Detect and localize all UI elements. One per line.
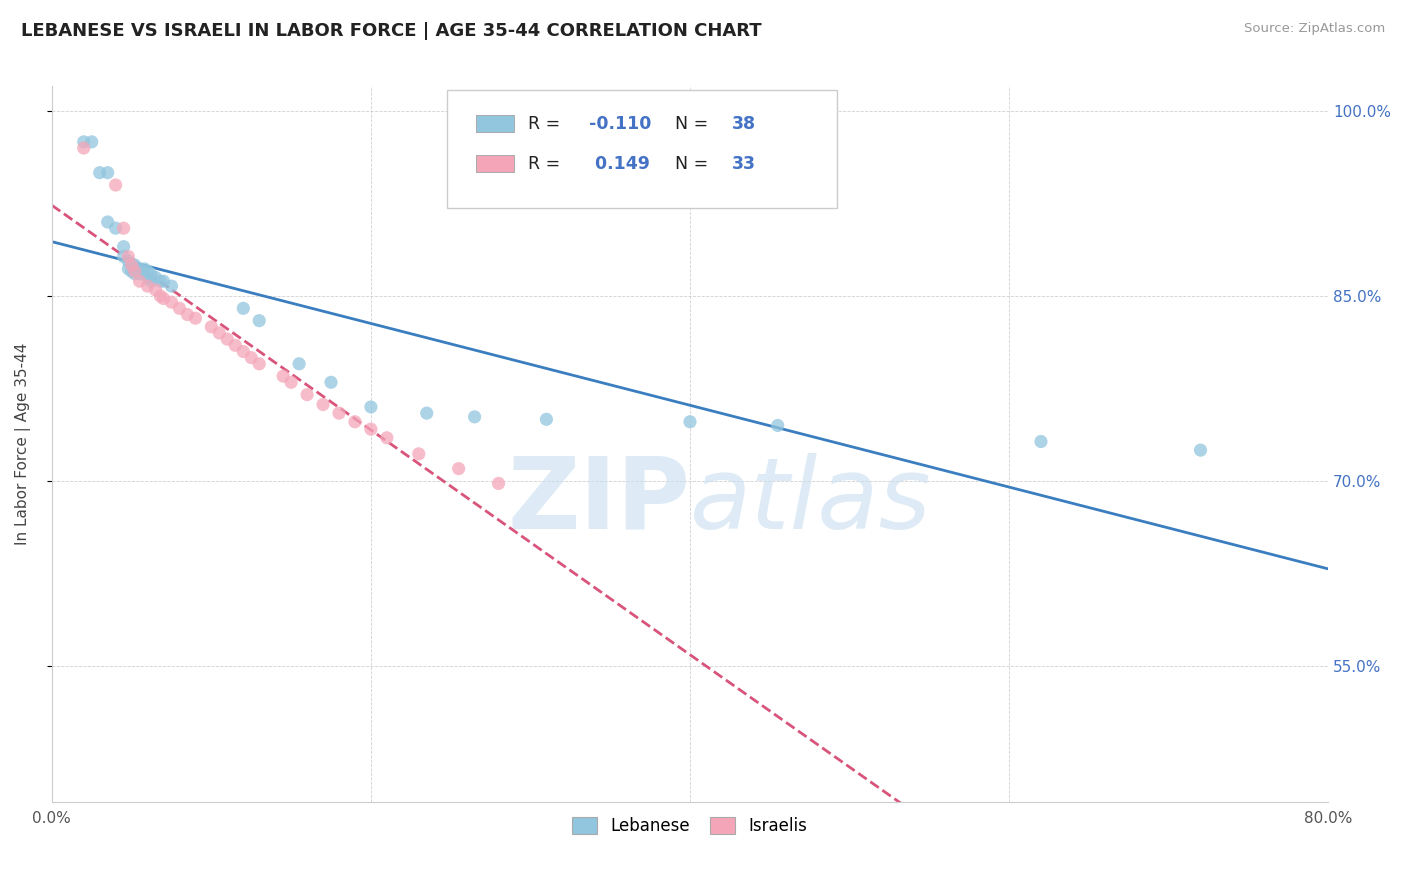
Point	[73, 141, 96, 155]
Point	[121, 258, 143, 272]
Point	[232, 301, 254, 316]
Point	[152, 292, 174, 306]
Point	[408, 447, 430, 461]
Point	[1189, 443, 1212, 458]
Point	[104, 178, 127, 192]
Point	[536, 412, 558, 426]
Point	[217, 332, 239, 346]
Point	[134, 267, 156, 281]
Point	[360, 422, 382, 436]
Point	[1029, 434, 1052, 449]
Point	[149, 274, 172, 288]
Point	[136, 264, 159, 278]
Point	[136, 279, 159, 293]
Point	[136, 270, 159, 285]
Point	[117, 254, 139, 268]
Text: 38: 38	[733, 114, 756, 133]
Point	[160, 295, 183, 310]
Text: R =: R =	[527, 154, 565, 173]
Point	[319, 376, 342, 390]
FancyBboxPatch shape	[475, 155, 513, 172]
Point	[112, 221, 135, 235]
Point	[117, 261, 139, 276]
Point	[89, 166, 111, 180]
Point	[73, 135, 96, 149]
Point	[121, 257, 143, 271]
Point	[312, 397, 335, 411]
FancyBboxPatch shape	[475, 115, 513, 132]
Point	[200, 319, 222, 334]
Point	[176, 308, 198, 322]
Point	[240, 351, 263, 365]
Point	[280, 376, 302, 390]
Text: Source: ZipAtlas.com: Source: ZipAtlas.com	[1244, 22, 1385, 36]
Point	[247, 313, 270, 327]
Point	[169, 301, 191, 316]
Point	[124, 267, 146, 281]
Point	[145, 283, 167, 297]
Point	[679, 415, 702, 429]
Point	[160, 279, 183, 293]
Point	[328, 406, 350, 420]
Point	[343, 415, 366, 429]
Text: N =: N =	[675, 114, 713, 133]
Point	[112, 250, 135, 264]
Point	[247, 357, 270, 371]
Point	[139, 267, 162, 281]
Point	[139, 274, 162, 288]
Text: 33: 33	[733, 154, 756, 173]
Point	[766, 418, 789, 433]
Text: ZIP: ZIP	[508, 452, 690, 549]
Text: LEBANESE VS ISRAELI IN LABOR FORCE | AGE 35-44 CORRELATION CHART: LEBANESE VS ISRAELI IN LABOR FORCE | AGE…	[21, 22, 762, 40]
Text: R =: R =	[527, 114, 565, 133]
Text: atlas: atlas	[690, 452, 932, 549]
Legend: Lebanese, Israelis: Lebanese, Israelis	[564, 808, 815, 843]
FancyBboxPatch shape	[447, 90, 837, 208]
Point	[128, 274, 150, 288]
Point	[124, 264, 146, 278]
Point	[97, 215, 120, 229]
Point	[271, 369, 294, 384]
Point	[128, 267, 150, 281]
Point	[134, 261, 156, 276]
Point	[224, 338, 246, 352]
Text: N =: N =	[675, 154, 713, 173]
Point	[124, 258, 146, 272]
Point	[416, 406, 439, 420]
Point	[184, 311, 207, 326]
Point	[97, 166, 120, 180]
Point	[117, 250, 139, 264]
Point	[295, 387, 318, 401]
Point	[121, 264, 143, 278]
Point	[375, 431, 398, 445]
Point	[488, 476, 510, 491]
Point	[149, 289, 172, 303]
Point	[288, 357, 311, 371]
Text: 0.149: 0.149	[589, 154, 650, 173]
Point	[464, 409, 486, 424]
Point	[112, 240, 135, 254]
Point	[152, 274, 174, 288]
Point	[80, 135, 103, 149]
Point	[360, 400, 382, 414]
Point	[447, 461, 470, 475]
Point	[232, 344, 254, 359]
Point	[104, 221, 127, 235]
Point	[128, 261, 150, 276]
Point	[145, 270, 167, 285]
Text: -0.110: -0.110	[589, 114, 651, 133]
Y-axis label: In Labor Force | Age 35-44: In Labor Force | Age 35-44	[15, 343, 31, 545]
Point	[208, 326, 231, 340]
